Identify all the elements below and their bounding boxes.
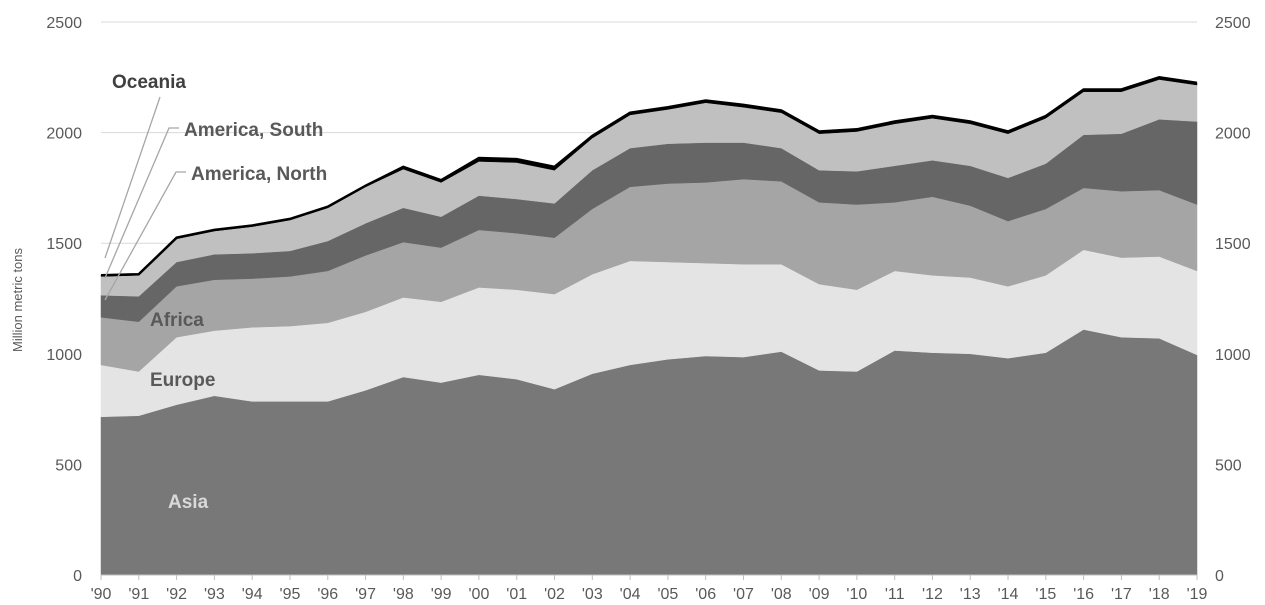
x-tick-label: '00 [469, 586, 490, 603]
x-tick-label: '07 [733, 586, 754, 603]
x-tick-label: '10 [846, 586, 867, 603]
x-tick-label: '06 [695, 586, 716, 603]
x-tick-label: '17 [1111, 586, 1132, 603]
series-label-europe: Europe [150, 370, 215, 391]
y-tick-label-right: 2500 [1215, 15, 1251, 32]
x-tick-label: '18 [1149, 586, 1170, 603]
x-tick-label: '16 [1073, 586, 1094, 603]
x-tick-label: '93 [204, 586, 225, 603]
x-tick-label: '02 [544, 586, 565, 603]
y-tick-label-left: 0 [73, 568, 82, 585]
y-tick-label-left: 2000 [46, 126, 82, 143]
y-tick-label-left: 1500 [46, 236, 82, 253]
series-label-asia: Asia [168, 492, 209, 513]
series-label-america-north: America, North [191, 164, 327, 185]
series-label-africa: Africa [150, 310, 204, 331]
x-tick-label: '99 [431, 586, 452, 603]
series-label-oceania: Oceania [112, 72, 186, 93]
x-tick-label: '03 [582, 586, 603, 603]
x-tick-label: '92 [166, 586, 187, 603]
x-tick-label: '19 [1187, 586, 1208, 603]
y-tick-label-left: 2500 [46, 15, 82, 32]
y-tick-label-right: 500 [1215, 457, 1242, 474]
y-tick-label-right: 2000 [1215, 126, 1251, 143]
x-tick-label: '15 [1035, 586, 1056, 603]
y-tick-label-left: 1000 [46, 347, 82, 364]
x-tick-label: '90 [91, 586, 112, 603]
x-tick-label: '12 [922, 586, 943, 603]
x-tick-label: '09 [809, 586, 830, 603]
label-leader-line [104, 96, 161, 259]
x-tick-label: '98 [393, 586, 414, 603]
x-tick-label: '95 [280, 586, 301, 603]
x-tick-label: '97 [355, 586, 376, 603]
label-leader-line [104, 127, 179, 279]
y-tick-label-right: 0 [1215, 568, 1224, 585]
series-label-america-south: America, South [184, 120, 323, 141]
area-oceania-line [100, 76, 1198, 277]
y-axis-label: Million metric tons [10, 247, 25, 352]
x-tick-label: '14 [998, 586, 1019, 603]
x-tick-label: '94 [242, 586, 263, 603]
x-tick-label: '91 [128, 586, 149, 603]
x-tick-label: '01 [506, 586, 527, 603]
y-tick-label-left: 500 [55, 457, 82, 474]
x-tick-label: '13 [960, 586, 981, 603]
y-tick-label-right: 1000 [1215, 347, 1251, 364]
x-tick-label: '96 [317, 586, 338, 603]
y-tick-label-right: 1500 [1215, 236, 1251, 253]
x-tick-label: '08 [771, 586, 792, 603]
label-leader-line [104, 171, 186, 301]
x-tick-label: '04 [620, 586, 641, 603]
x-tick-label: '11 [885, 586, 905, 603]
x-tick-label: '05 [657, 586, 678, 603]
